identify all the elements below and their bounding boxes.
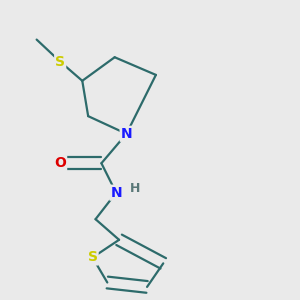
Text: S: S: [55, 55, 65, 69]
Text: S: S: [88, 250, 98, 265]
Text: N: N: [110, 186, 122, 200]
Text: N: N: [121, 127, 132, 141]
Text: H: H: [130, 182, 140, 195]
Text: O: O: [54, 156, 66, 170]
